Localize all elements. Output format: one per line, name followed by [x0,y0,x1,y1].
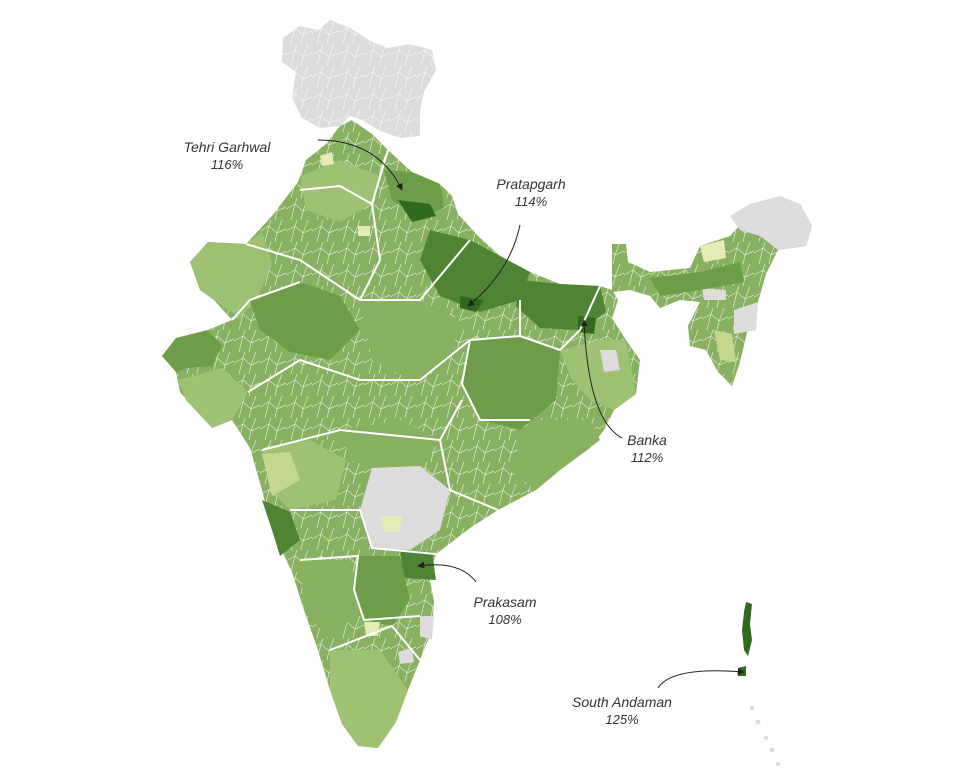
gujarat-kutch [162,330,222,372]
tamil-nadu-kerala [330,650,408,748]
arrow-banka [580,319,623,439]
odisha [510,420,600,490]
arrow-prakasam [417,561,477,583]
label-pratapgarh: Pratapgarh [496,176,565,192]
arrow-tehri-garhwal [317,139,403,191]
value-prakasam: 108% [488,612,521,627]
manipur-no-data [734,302,758,334]
telangana-patch [380,516,402,532]
value-banka: 112% [631,450,663,465]
arrow-pratapgarh [467,224,521,307]
karnataka [300,560,360,640]
arunachal-patch [700,240,726,262]
value-pratapgarh: 114% [515,194,547,209]
arrow-south-andaman [657,667,745,689]
ap-coast-no-data [420,616,434,640]
rayalaseema [354,556,410,626]
label-prakasam: Prakasam [473,594,536,610]
mizoram [714,330,736,362]
value-tehri-garhwal: 116% [211,157,243,172]
label-tehri-garhwal: Tehri Garhwal [184,139,272,155]
tn-no-data [398,648,414,664]
label-banka: Banka [627,432,667,448]
andaman-nicobar [738,602,780,766]
konkan-coast [262,500,300,556]
label-south-andaman: South Andaman [572,694,672,710]
madhya-pradesh-east [360,300,460,380]
bengal-no-data [600,350,620,372]
banka-area [578,316,596,334]
south-andaman-island [738,666,746,676]
delhi-patch [358,226,370,236]
andaman-islands [742,602,752,656]
northeast-india [612,196,812,386]
marathwada [262,452,300,496]
rajasthan-west [190,232,272,318]
tehri-garhwal-area [398,200,436,222]
telangana-no-data [360,466,450,550]
hp-patch [320,152,334,166]
gujarat-saurashtra [178,368,248,428]
meghalaya-no-data [702,288,726,300]
annotation-arrows [317,139,745,689]
state-boundaries [231,149,601,661]
punjab-haryana [300,160,380,222]
chhattisgarh-jharkhand [462,336,560,430]
uttar-pradesh-east [420,230,530,312]
kashmir-region [282,20,436,138]
madhya-pradesh-west [250,282,360,360]
assam-valley [650,262,744,296]
mainland-india [162,120,640,748]
arunachal-no-data [730,196,812,250]
value-south-andaman: 125% [605,712,638,727]
annotation-labels: Tehri Garhwal 116% Pratapgarh 114% Banka… [184,139,672,727]
